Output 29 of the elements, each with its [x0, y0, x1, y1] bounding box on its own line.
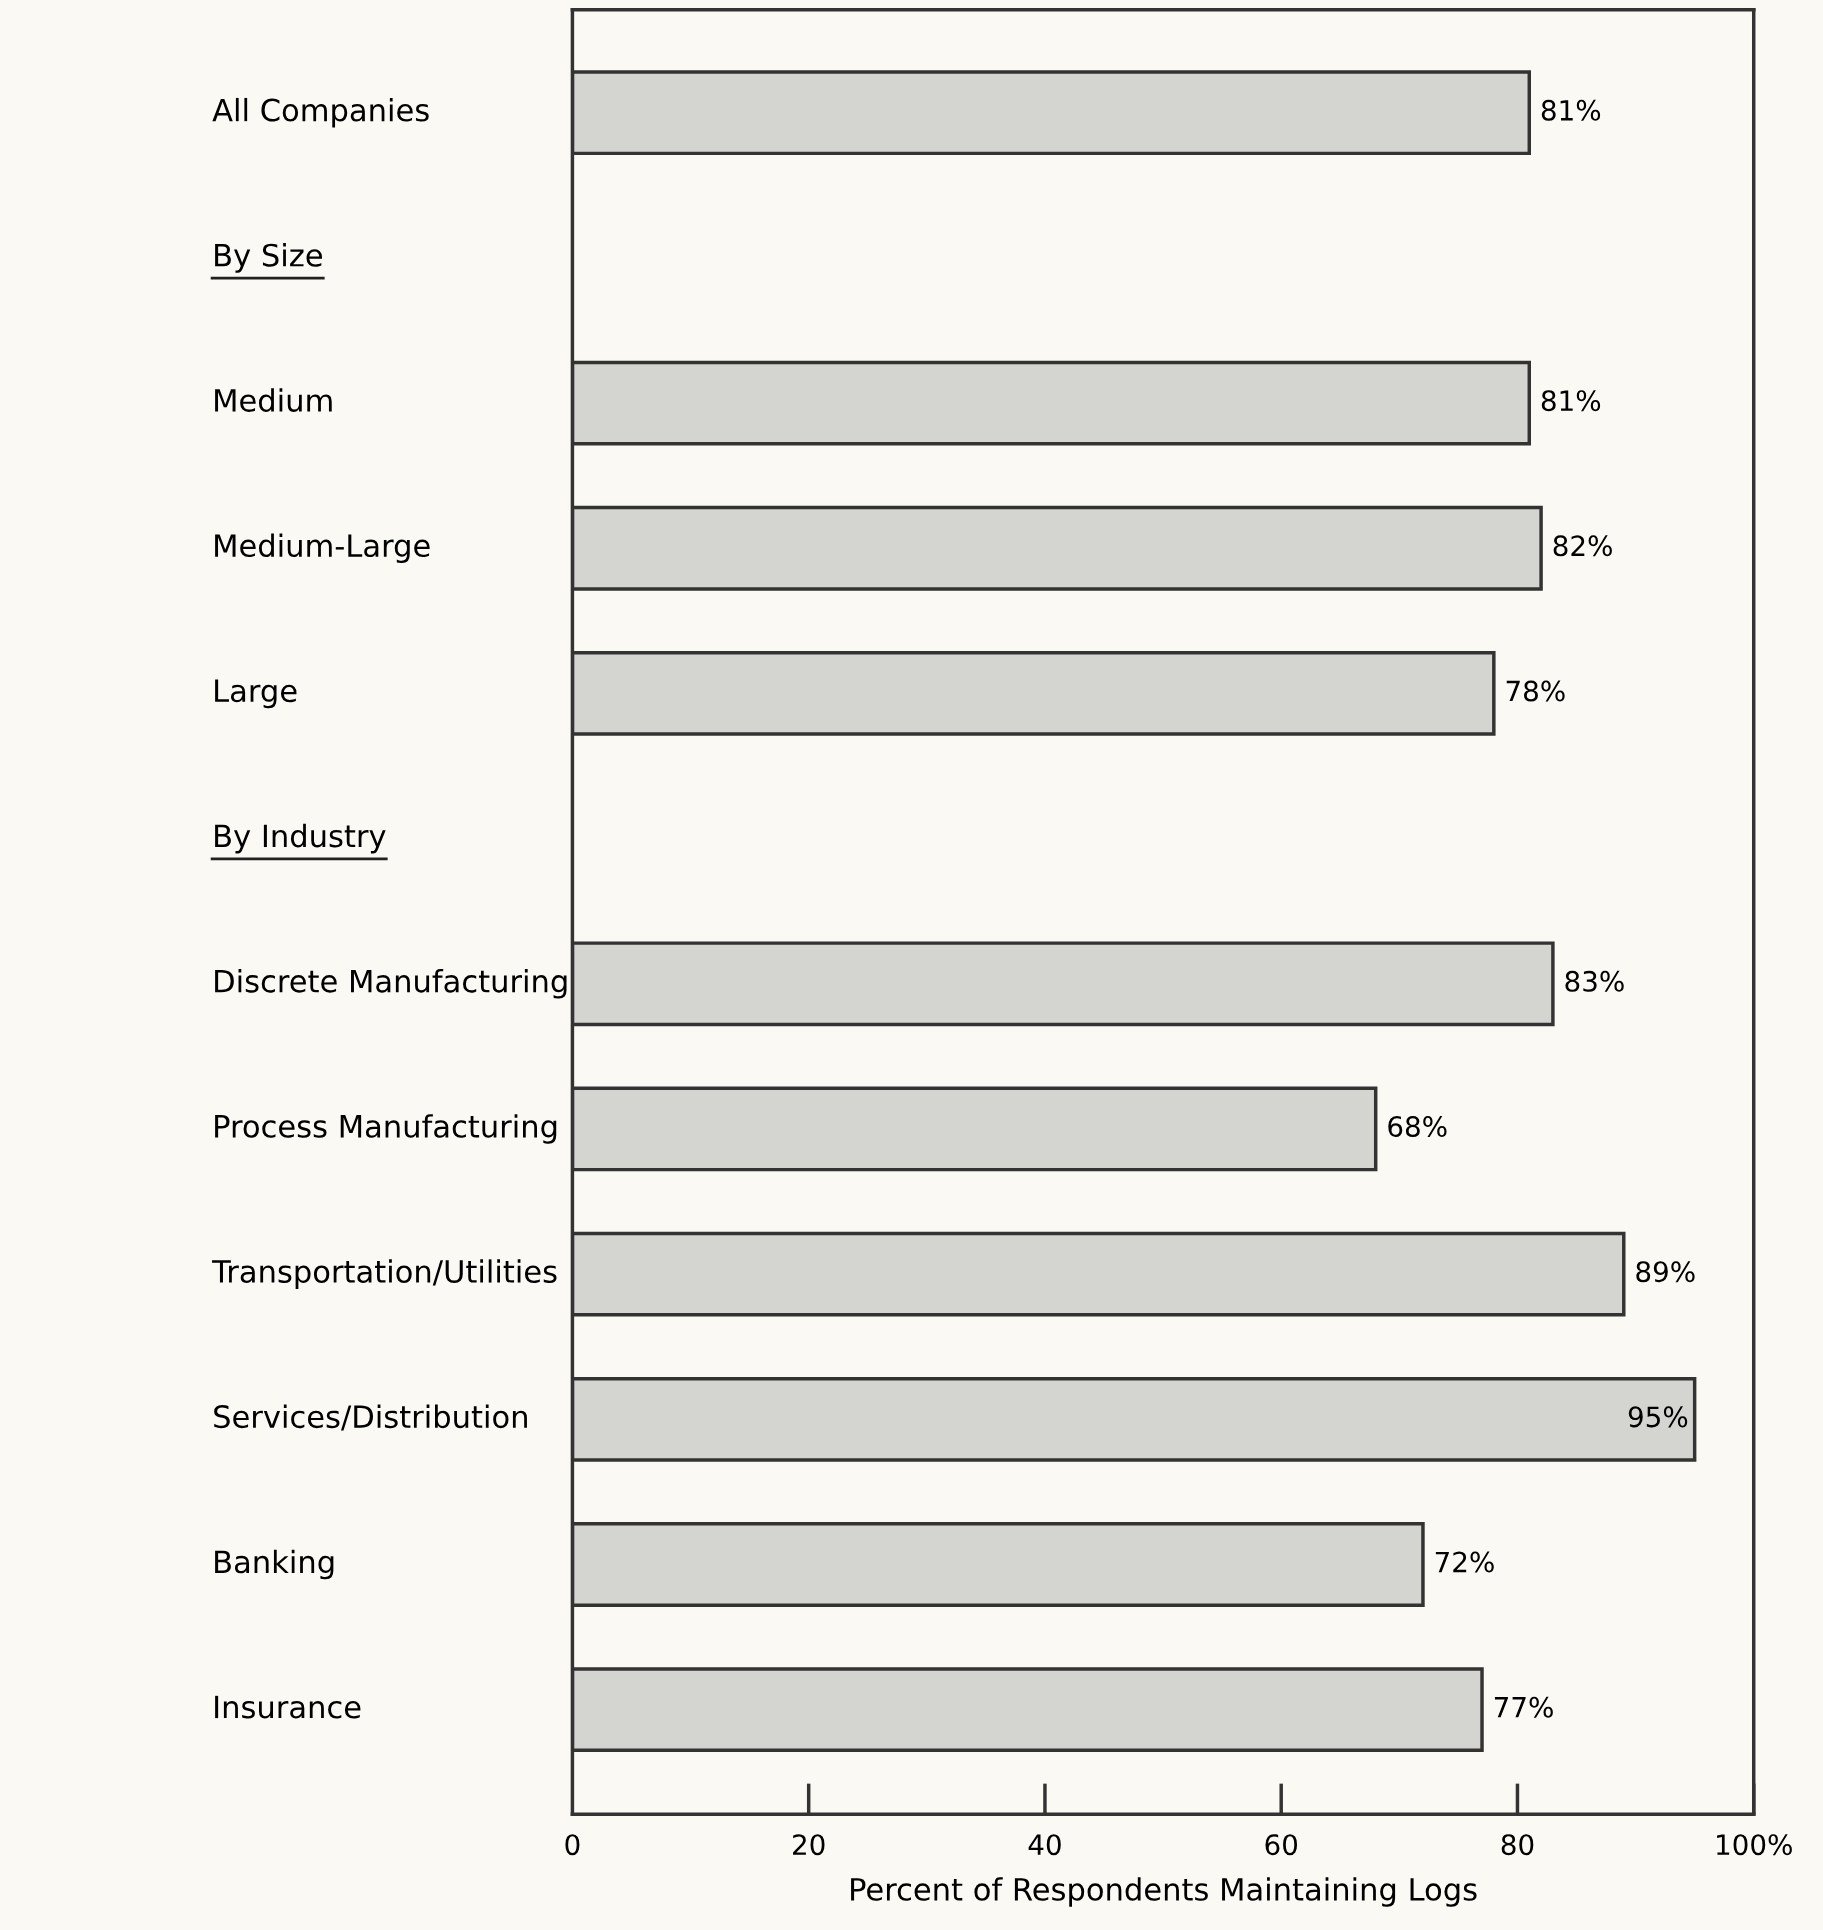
data-label: 89%	[1636, 1261, 1695, 1283]
y-tick-label: Process Manufacturing	[215, 1114, 557, 1144]
y-tick-label: Medium	[215, 388, 332, 412]
x-tick-label: 80	[1501, 1834, 1534, 1856]
y-tick-label: Services/Distribution	[214, 1404, 527, 1431]
data-label: 78%	[1506, 680, 1565, 702]
y-tick-label: Medium-Large	[215, 533, 430, 564]
data-label: 81%	[1541, 390, 1601, 412]
x-axis-title: Percent of Respondents Maintaining Logs	[851, 1877, 1477, 1907]
y-tick-label: Discrete Manufacturing	[215, 969, 567, 999]
y-tick-label: Transportation/Utilities	[212, 1259, 557, 1289]
y-tick-label: Large	[215, 679, 297, 709]
y-tick-label: By Size	[215, 243, 322, 273]
y-tick-label: Insurance	[215, 1695, 361, 1719]
data-label: 95%	[1628, 1406, 1688, 1428]
data-label: 72%	[1435, 1551, 1494, 1573]
data-label: 82%	[1553, 535, 1612, 557]
data-label: 83%	[1565, 970, 1624, 992]
x-tick-label: 100%	[1717, 1834, 1792, 1856]
y-tick-label: Banking	[215, 1549, 334, 1580]
y-tick-label: By Industry	[215, 823, 386, 854]
y-tick-label: All Companies	[212, 97, 429, 128]
x-tick-label: 0	[565, 1834, 580, 1856]
x-tick-label: 20	[793, 1834, 825, 1856]
x-tick-label: 60	[1265, 1834, 1298, 1856]
data-label: 68%	[1388, 1116, 1447, 1138]
data-label: 81%	[1541, 99, 1601, 121]
data-label: 77%	[1494, 1696, 1553, 1718]
x-tick-label: 40	[1028, 1834, 1061, 1856]
